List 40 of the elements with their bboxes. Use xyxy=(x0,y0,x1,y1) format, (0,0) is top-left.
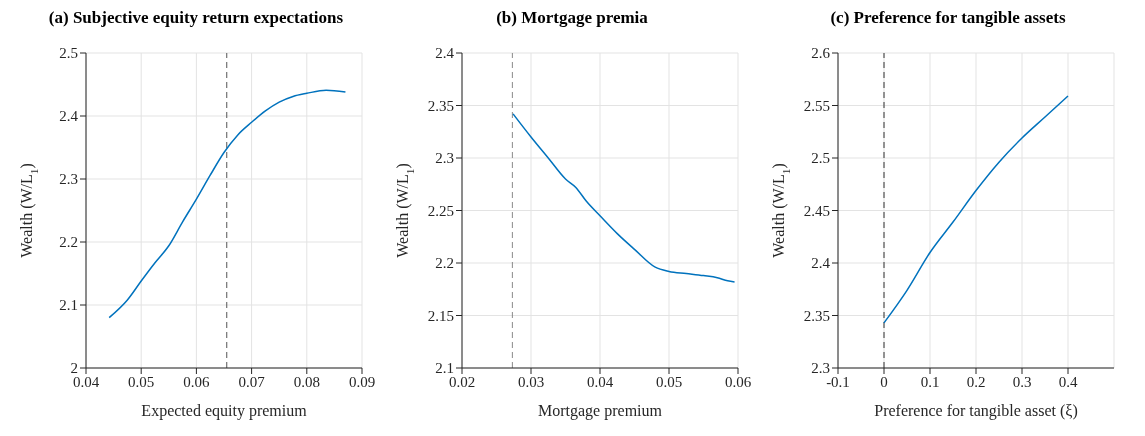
x-tick-label: 0.1 xyxy=(920,373,940,390)
x-axis-title: Preference for tangible asset (ξ) xyxy=(874,402,1078,420)
line-series xyxy=(108,89,347,319)
chart-title: (c) Preference for tangible assets xyxy=(829,8,1067,29)
y-tick-label: 2.3 xyxy=(59,171,78,188)
y-tick-label: 2.45 xyxy=(803,202,830,219)
x-tick-label: 0.08 xyxy=(293,373,320,390)
y-tick-label: 2.25 xyxy=(427,202,454,219)
x-tick-label: 0.05 xyxy=(128,373,155,390)
x-tick-label: 0.2 xyxy=(966,373,986,390)
x-tick-label: 0.04 xyxy=(586,373,614,390)
y-tick-label: 2.35 xyxy=(427,97,454,114)
x-tick-label: 0.05 xyxy=(655,373,683,390)
y-tick-label: 2.4 xyxy=(435,45,455,62)
line-series xyxy=(883,95,1069,324)
x-tick-label: 0 xyxy=(880,373,888,390)
y-tick-label: 2.2 xyxy=(59,234,78,251)
x-axis-title: Mortgage premium xyxy=(538,402,663,420)
y-tick-label: 2.2 xyxy=(435,255,454,272)
x-tick-label: 0.4 xyxy=(1058,373,1078,390)
x-tick-label: 0.07 xyxy=(238,373,266,390)
y-tick-label: 2.5 xyxy=(811,150,830,167)
y-tick-label: 2.15 xyxy=(427,307,454,324)
x-axis-title: Expected equity premium xyxy=(141,402,308,420)
chart-title: (a) Subjective equity return expectations xyxy=(47,8,345,29)
y-tick-label: 2.35 xyxy=(803,307,830,324)
x-tick-label: 0.06 xyxy=(724,373,752,390)
line-series xyxy=(512,113,736,283)
x-tick-label: 0.09 xyxy=(348,373,376,390)
x-tick-label: 0.06 xyxy=(183,373,211,390)
y-tick-label: 2.4 xyxy=(811,255,831,272)
y-tick-label: 2.1 xyxy=(59,297,78,314)
y-tick-label: 2.5 xyxy=(59,45,78,62)
x-tick-label: 0.3 xyxy=(1012,373,1032,390)
y-tick-label: 2.3 xyxy=(435,150,454,167)
y-tick-label: 2.4 xyxy=(59,108,79,125)
y-tick-label: 2.55 xyxy=(803,97,830,114)
chart-title: (b) Mortgage premia xyxy=(495,8,649,29)
y-tick-label: 2.6 xyxy=(811,45,831,62)
x-tick-label: 0.03 xyxy=(517,373,545,390)
